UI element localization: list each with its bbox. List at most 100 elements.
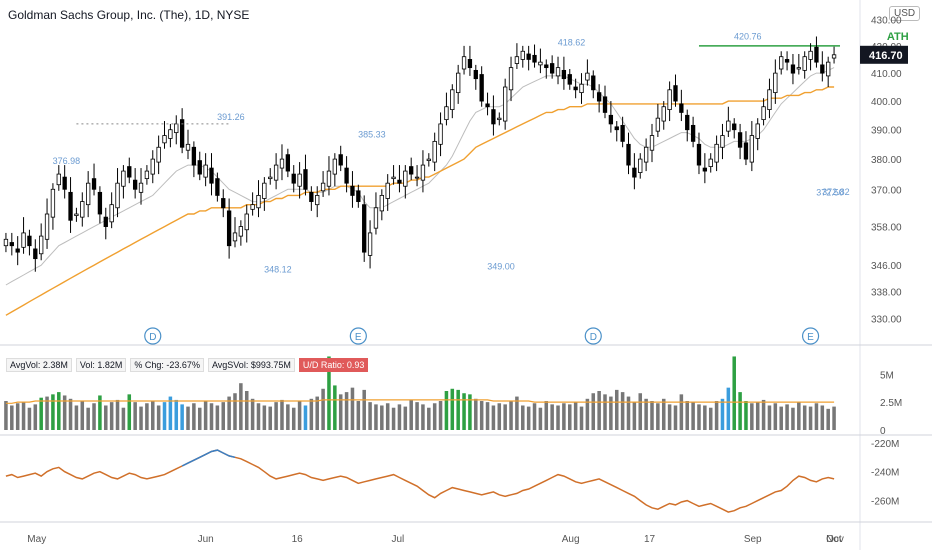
volume-bar — [456, 389, 460, 430]
slow-ma-line — [5, 86, 835, 316]
time-tick-label: Nov — [826, 534, 844, 545]
volume-bar — [568, 404, 572, 430]
candle-body — [309, 191, 314, 202]
volume-bar — [268, 406, 272, 430]
volume-bar — [333, 385, 337, 430]
candle-body — [62, 176, 67, 190]
volume-bar — [708, 407, 713, 430]
volume-bar — [779, 406, 783, 430]
candle-body — [332, 158, 337, 175]
candle-body — [297, 173, 302, 187]
candle-body — [467, 59, 473, 69]
rs-tick-label: -240M — [871, 468, 899, 479]
volume-bar — [750, 403, 754, 430]
rs-tick-label: -220M — [871, 439, 899, 450]
volume-bar — [162, 402, 167, 430]
candle-body — [221, 198, 226, 209]
volume-stats-bar: AvgVol: 2.38M Vol: 1.82M % Chg: -23.67% … — [6, 358, 369, 372]
volume-bar — [591, 393, 596, 430]
candle-body — [726, 120, 731, 132]
candle-body — [86, 182, 91, 206]
candle-body — [526, 53, 531, 60]
volume-bar — [156, 405, 161, 430]
candle-body — [544, 64, 549, 69]
volume-bar — [86, 407, 90, 430]
candle-body — [696, 143, 702, 166]
price-annotation: 372.50 — [816, 188, 844, 198]
candle-body — [461, 56, 467, 70]
volume-bar — [808, 406, 813, 430]
ud-ratio-stat: U/D Ratio: 0.93 — [298, 358, 369, 372]
volume-bar — [791, 407, 795, 430]
candle-body — [344, 167, 349, 184]
volume-bar — [92, 403, 96, 430]
volume-bar — [667, 404, 672, 430]
price-tick-label: 430.00 — [871, 15, 902, 26]
candle-body — [174, 123, 179, 134]
volume-bar — [832, 406, 836, 430]
candle-body — [197, 160, 202, 175]
volume-bar — [573, 402, 578, 430]
candle-body — [138, 182, 144, 193]
candle-body — [591, 75, 596, 91]
candle-body — [315, 195, 320, 206]
candle-body — [732, 123, 737, 131]
candle-body — [608, 114, 614, 125]
event-marker — [144, 327, 162, 345]
candle-body — [773, 72, 778, 94]
candle-body — [379, 195, 384, 212]
volume-bar — [438, 401, 443, 430]
volume-bar — [250, 398, 255, 430]
candle-body — [27, 235, 32, 247]
volume-bar — [755, 402, 760, 430]
last-price-label: 416.70 — [869, 50, 903, 62]
volume-bar — [33, 404, 38, 430]
candle-body — [761, 106, 766, 121]
fast-ma-line — [5, 67, 835, 286]
time-tick-label: Oct — [826, 534, 842, 545]
candle-body — [150, 158, 155, 175]
volume-bar — [15, 403, 20, 430]
volume-bar — [104, 405, 108, 430]
candle-body — [790, 64, 796, 74]
volume-bar — [802, 405, 807, 430]
volume-bar — [556, 405, 560, 430]
volume-bar — [626, 396, 631, 430]
candle-body — [561, 69, 567, 80]
volume-bar — [256, 403, 261, 430]
candle-body — [268, 176, 273, 180]
candle-body — [473, 69, 478, 80]
price-annotation: 385.33 — [358, 129, 386, 139]
candle-body — [291, 173, 296, 184]
chart-title: Goldman Sachs Group, Inc. (The), 1D, NYS… — [8, 8, 250, 22]
volume-bar — [374, 404, 378, 430]
event-marker-label: E — [355, 332, 362, 343]
currency-badge[interactable]: USD — [889, 6, 921, 21]
volume-bar — [21, 402, 26, 430]
volume-bar — [661, 398, 666, 430]
volume-bar — [597, 391, 601, 430]
avg-vol-stat: AvgVol: 2.38M — [6, 358, 72, 372]
candle-body — [438, 123, 443, 145]
candle-body — [179, 119, 185, 148]
volume-bar — [192, 403, 196, 430]
candle-body — [238, 226, 244, 237]
volume-bar — [109, 402, 114, 430]
volume-bar — [57, 392, 61, 430]
candle-body — [356, 190, 361, 202]
candle-body — [414, 176, 420, 179]
volume-bar — [427, 407, 431, 430]
volume-bar — [380, 405, 384, 430]
volume-bar — [286, 404, 290, 430]
volume-bar — [338, 394, 343, 430]
candle-body — [514, 56, 520, 64]
candle-body — [80, 201, 85, 218]
candle-body — [802, 56, 807, 71]
volume-bar — [767, 405, 772, 430]
volume-bar — [697, 404, 701, 430]
volume-bar — [362, 389, 366, 430]
candle-body — [708, 158, 713, 167]
volume-bar — [744, 401, 748, 430]
volume-bar — [397, 404, 402, 430]
